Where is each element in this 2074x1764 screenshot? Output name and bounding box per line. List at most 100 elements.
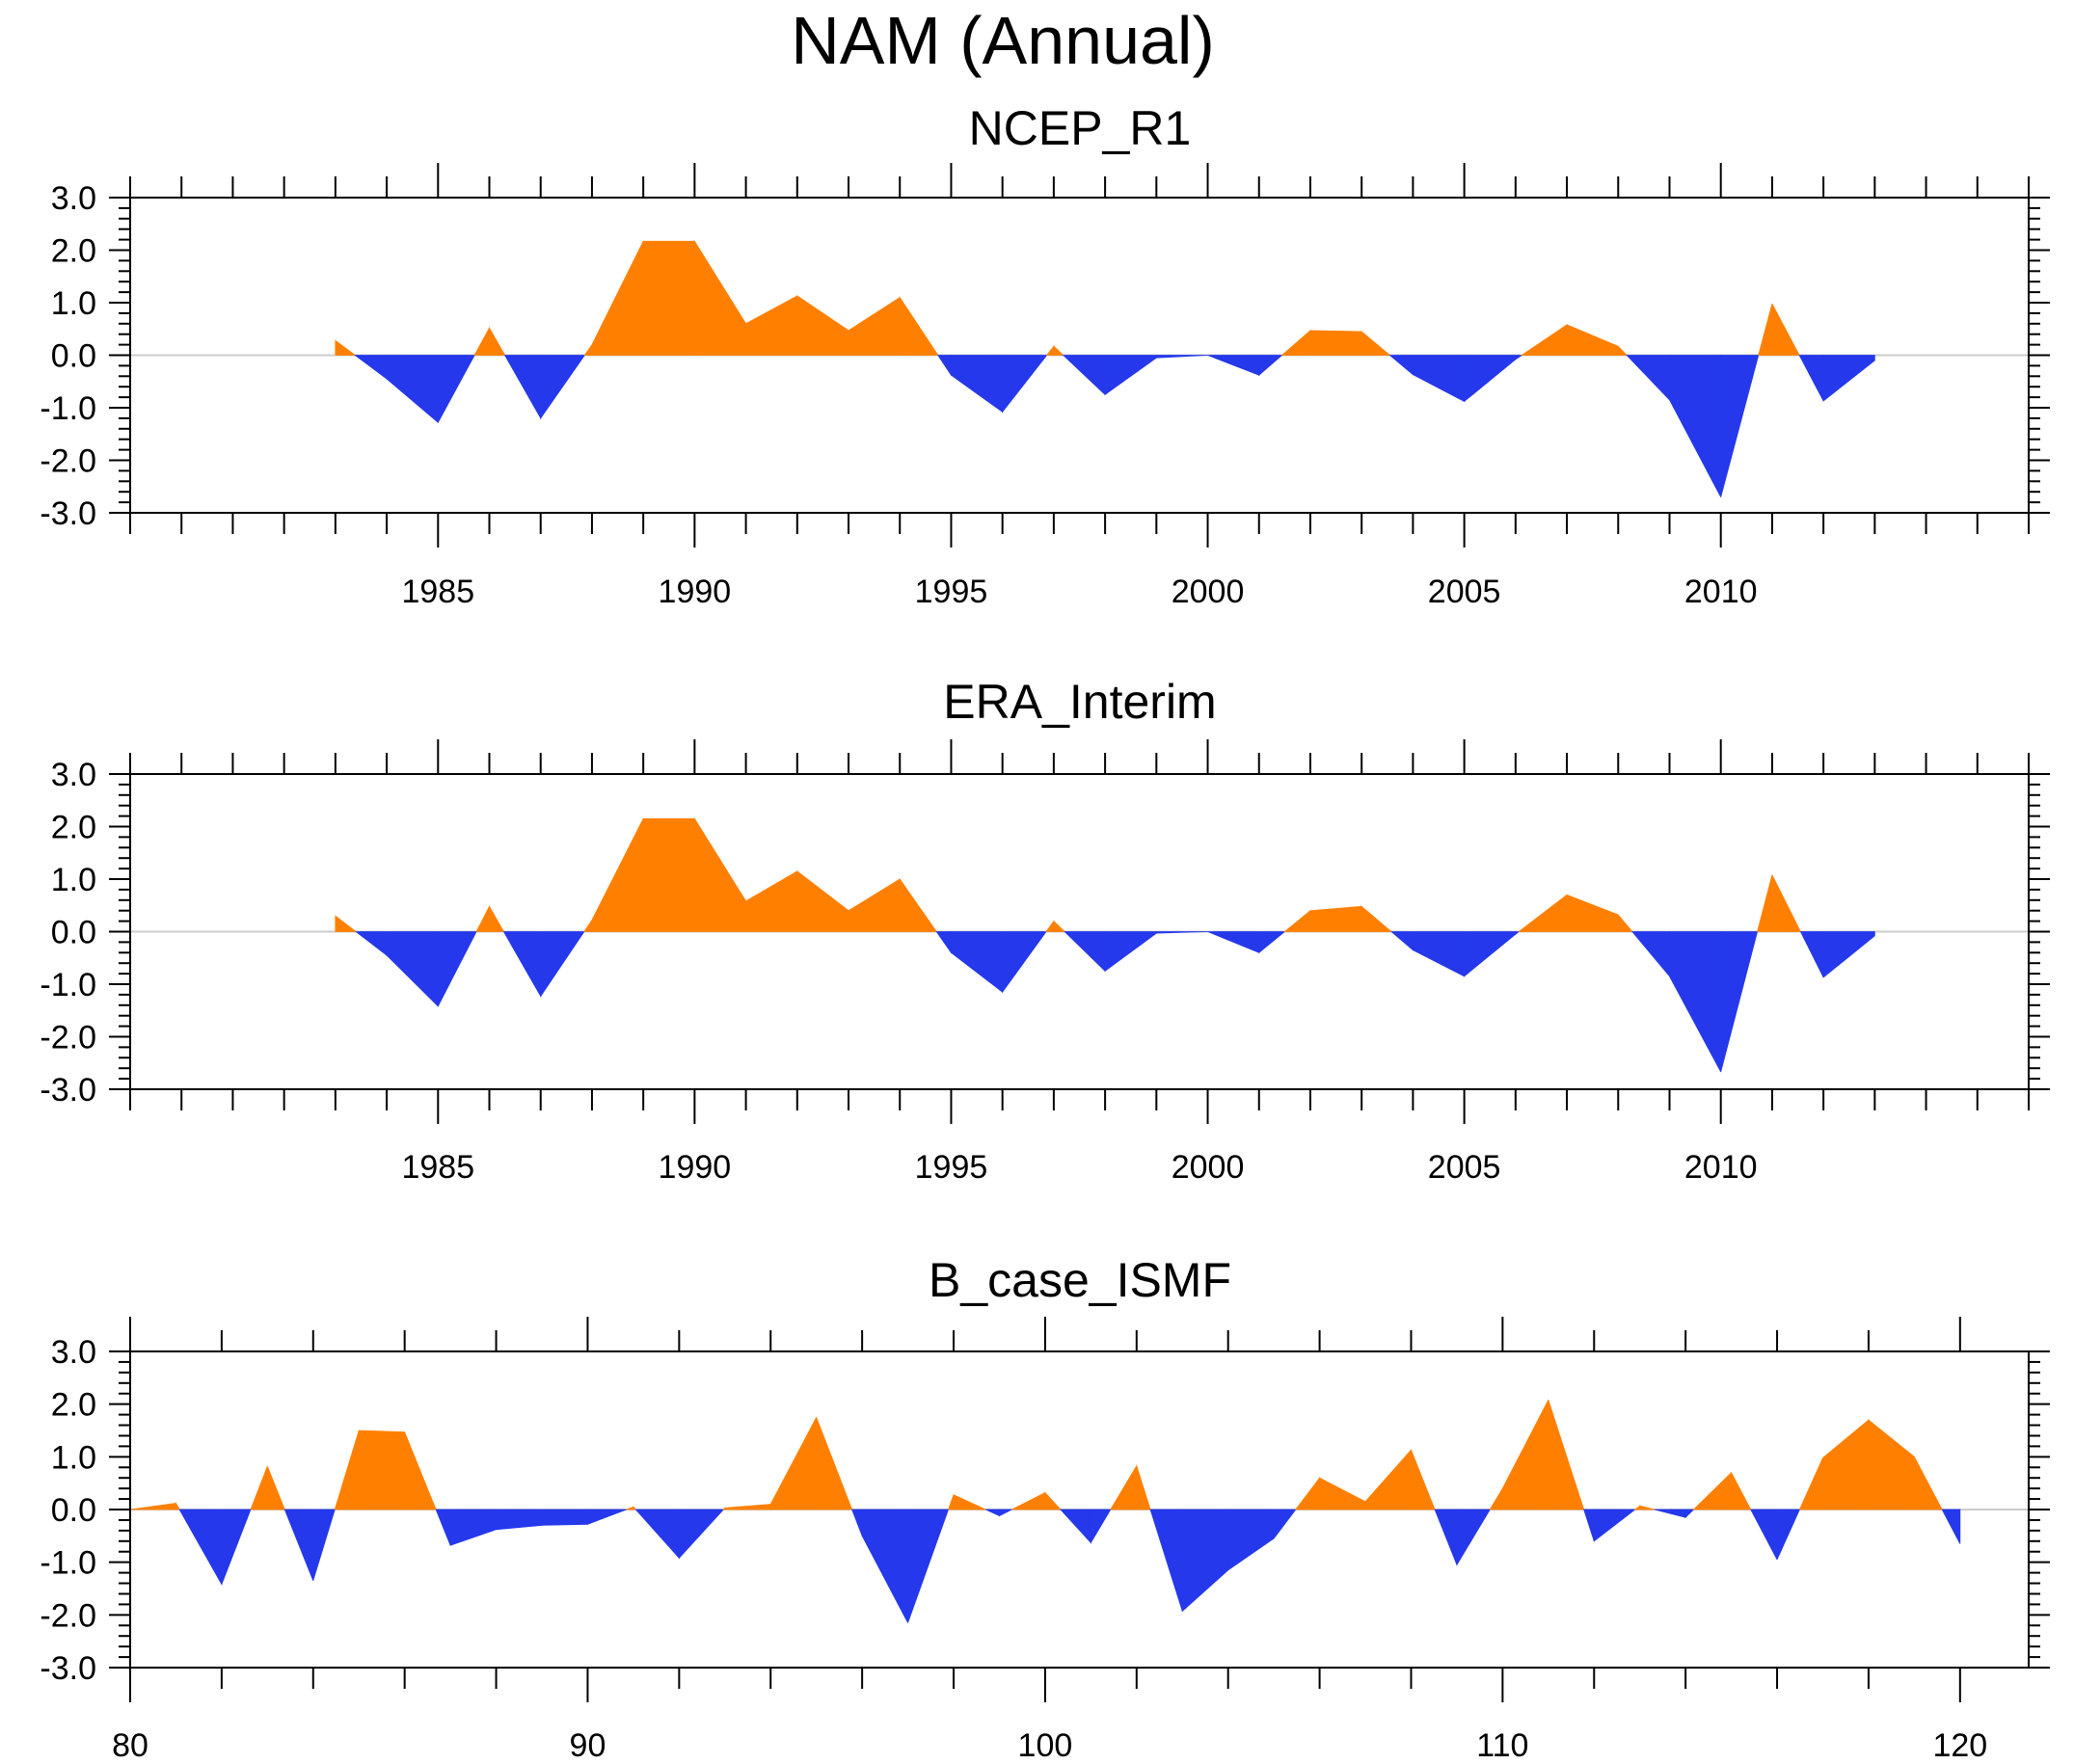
positive-area: [899, 877, 938, 932]
y-tick-label: 1.0: [51, 1439, 96, 1476]
y-tick-label: -2.0: [40, 443, 96, 480]
positive-area: [591, 241, 644, 356]
positive-area: [1520, 324, 1568, 356]
negative-area: [1654, 1509, 1686, 1518]
y-tick-label: 2.0: [51, 1387, 96, 1424]
positive-area: [1309, 330, 1362, 356]
positive-area: [489, 904, 505, 932]
positive-area: [1757, 874, 1773, 932]
positive-area: [1309, 905, 1362, 932]
positive-area: [848, 878, 901, 932]
chart-panel-3: -3.0 -2.0 -1.0 0.0 1.0 2.0 3.0 80 90 100 110 120 B_c…: [40, 1253, 2050, 1764]
positive-area: [816, 1417, 853, 1510]
x-tick-label: 2000: [1172, 1149, 1245, 1186]
negative-area: [354, 931, 388, 956]
chart-panel-1: -3.0 -2.0 -1.0 0.0 1.0 2.0 3.0 1985 1990 1995 2000…: [40, 101, 2050, 610]
negative-area: [1464, 931, 1517, 977]
positive-area: [642, 240, 695, 356]
negative-area: [937, 355, 952, 377]
positive-area: [1771, 303, 1800, 356]
positive-area: [1566, 324, 1619, 356]
negative-area: [1776, 1509, 1801, 1561]
y-tick-label: -3.0: [40, 495, 96, 532]
negative-area: [1155, 355, 1208, 359]
negative-area: [1090, 1509, 1112, 1544]
negative-area: [503, 355, 542, 420]
positive-area: [1758, 303, 1773, 356]
negative-area: [541, 1509, 588, 1526]
negative-area: [1593, 1509, 1636, 1542]
positive-area: [899, 296, 939, 356]
positive-area: [1319, 1477, 1366, 1510]
y-tick-label: 3.0: [51, 180, 96, 217]
x-tick-label: 120: [1932, 1727, 1987, 1764]
positive-area: [1011, 1491, 1046, 1510]
positive-area: [1136, 1465, 1151, 1510]
y-tick-label: -1.0: [40, 1545, 96, 1582]
negative-area: [1062, 355, 1106, 396]
negative-area: [1626, 355, 1670, 401]
y-tick-label: 2.0: [51, 233, 96, 270]
positive-area: [745, 870, 798, 932]
positive-area: [266, 1466, 285, 1510]
positive-area: [1566, 894, 1619, 932]
negative-area: [1207, 355, 1260, 376]
negative-area: [496, 1509, 543, 1531]
y-tick-label: 0.0: [51, 338, 96, 375]
negative-area: [1941, 1509, 1961, 1544]
x-tick-label: 1990: [659, 574, 732, 610]
panel-title: B_case_ISMF: [929, 1253, 1231, 1307]
positive-area: [1053, 345, 1064, 356]
x-tick-label: 1995: [915, 574, 988, 610]
x-tick-label: 2005: [1428, 574, 1501, 610]
negative-area: [1822, 931, 1875, 978]
positive-area: [642, 817, 695, 932]
negative-area: [999, 1509, 1012, 1517]
negative-area: [540, 931, 585, 998]
positive-area: [1617, 345, 1629, 356]
positive-area: [1110, 1464, 1138, 1510]
x-tick-label: 100: [1018, 1727, 1073, 1764]
negative-area: [1630, 931, 1670, 977]
negative-area: [1104, 931, 1157, 973]
negative-area: [354, 355, 388, 380]
negative-area: [1515, 931, 1521, 936]
negative-area: [678, 1509, 725, 1560]
y-tick-label: -2.0: [40, 1597, 96, 1634]
negative-area: [1155, 931, 1208, 934]
negative-area: [851, 1509, 863, 1537]
positive-area: [1053, 920, 1066, 932]
x-tick-label: 1985: [401, 1149, 474, 1186]
positive-area: [1771, 874, 1802, 932]
positive-area: [1044, 1491, 1062, 1510]
positive-area: [1364, 1449, 1412, 1510]
negative-area: [1388, 355, 1414, 376]
y-tick-label: -3.0: [40, 1650, 96, 1687]
positive-area: [1045, 345, 1055, 356]
y-tick-label: 3.0: [51, 757, 96, 793]
negative-area: [634, 1509, 680, 1560]
positive-area: [1639, 1505, 1655, 1510]
negative-area: [1149, 1509, 1183, 1612]
x-tick-label: 2000: [1172, 574, 1245, 610]
x-tick-label: 80: [112, 1727, 148, 1764]
positive-area: [335, 915, 358, 932]
negative-area: [935, 931, 952, 954]
positive-area: [129, 1502, 176, 1510]
negative-area: [587, 1509, 627, 1525]
negative-area: [1515, 355, 1523, 361]
negative-area: [312, 1509, 336, 1581]
positive-area: [848, 296, 901, 356]
negative-area: [1464, 355, 1517, 403]
negative-area: [1002, 931, 1047, 994]
positive-area: [1360, 905, 1393, 932]
positive-area: [796, 295, 849, 356]
negative-area: [437, 931, 477, 1007]
positive-area: [769, 1417, 818, 1510]
positive-area: [693, 816, 746, 932]
positive-area: [583, 919, 593, 932]
negative-area: [1207, 931, 1260, 953]
positive-area: [1548, 1400, 1585, 1510]
positive-area: [1798, 1457, 1823, 1510]
